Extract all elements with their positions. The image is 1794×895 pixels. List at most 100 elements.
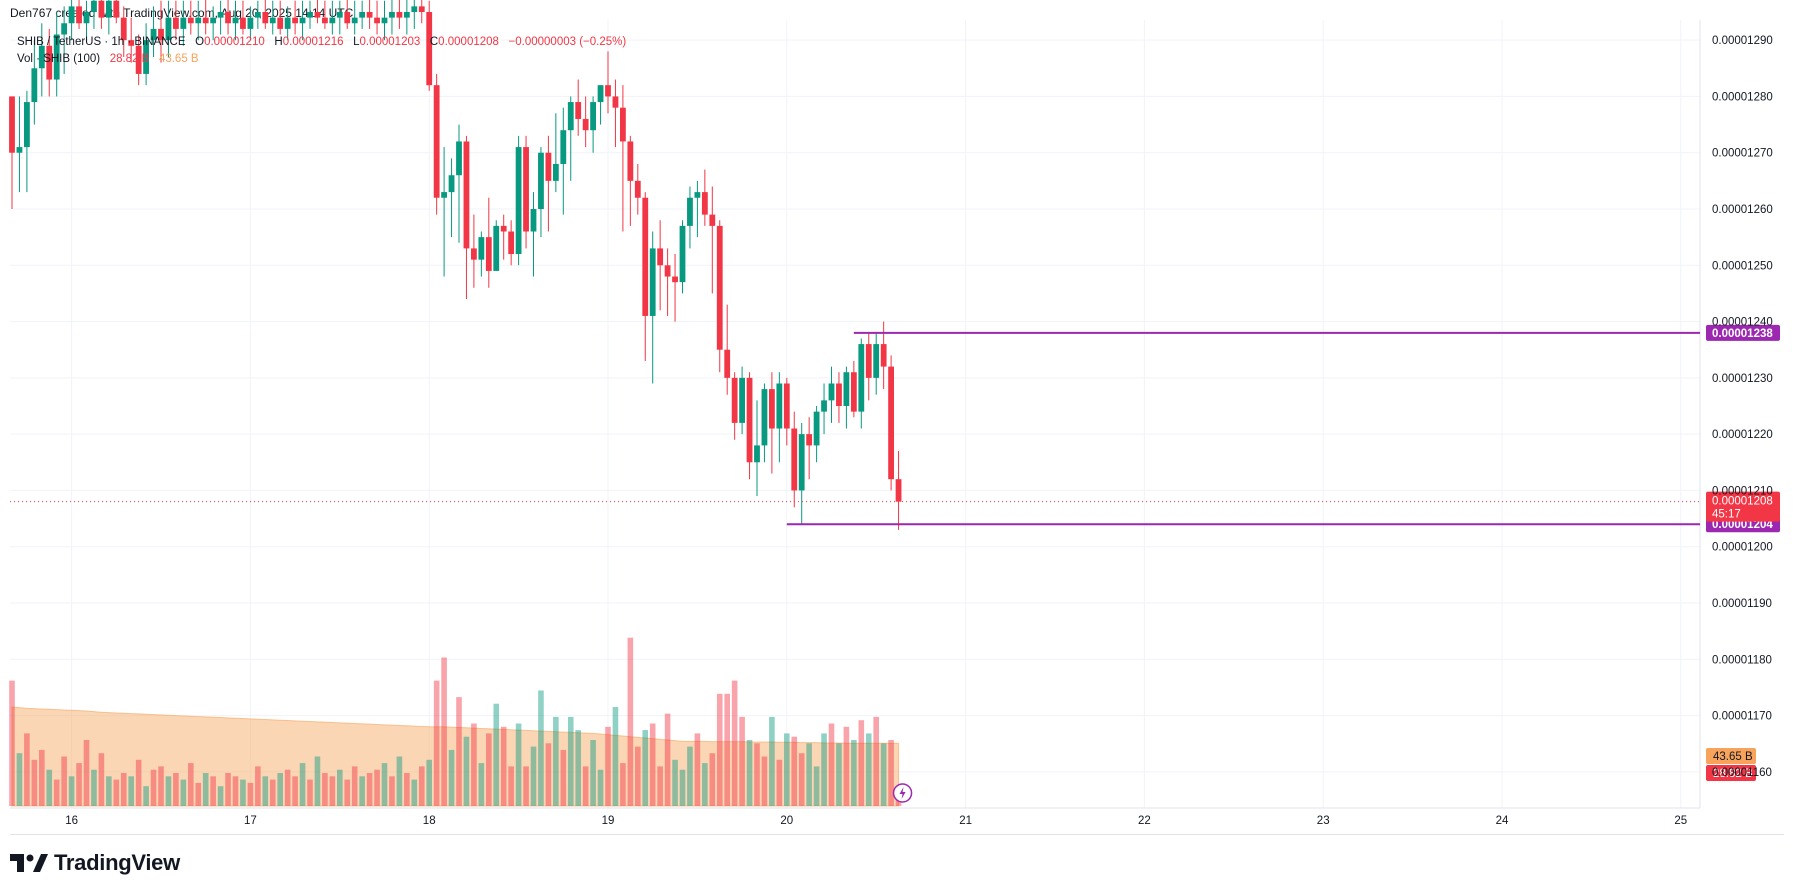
volume-bar (217, 786, 224, 806)
candle-body (500, 225, 507, 232)
volume-bar (292, 776, 298, 806)
legend-open-label: O (195, 36, 205, 48)
volume-axis-label: 43.65 B (1713, 751, 1753, 763)
volume-bar (91, 769, 97, 806)
volume-bar (337, 769, 343, 806)
candle-body (761, 389, 768, 446)
candle-body (612, 96, 619, 108)
level-price-label: 0.00001238 (1712, 328, 1773, 340)
volume-bar (605, 726, 611, 806)
candle-body (828, 383, 835, 401)
candle-body (642, 197, 649, 316)
legend-volume-row: Vol · SHIB (100) 28.82 B 43.65 B (17, 51, 626, 68)
candle-body (783, 383, 790, 429)
candle-body (389, 12, 395, 18)
volume-bar (433, 680, 440, 806)
candle-body (292, 17, 298, 24)
time-axis[interactable]: 16 17 18 19 20 21 22 23 24 25 (65, 815, 1687, 827)
volume-axis-tag (1706, 748, 1756, 764)
candle-body (336, 12, 343, 18)
level-price-tag (1706, 324, 1780, 341)
volume-bar (754, 743, 760, 806)
legend-low: 0.00001203 (359, 36, 421, 48)
price-tick-label: 0.00001220 (1712, 429, 1773, 441)
candle-body (545, 152, 552, 181)
candle-body (888, 366, 894, 480)
candle-body (187, 17, 194, 24)
volume-bar (180, 779, 187, 806)
candle-body (307, 12, 313, 18)
candle-body (441, 192, 447, 198)
candle-body (225, 12, 231, 24)
candle-body (806, 434, 813, 446)
price-axis[interactable]: 0.00001290 0.00001280 0.00001270 0.00001260… (1712, 35, 1773, 779)
legend-symbol[interactable]: SHIB / TetherUS · 1h · BINANCE (17, 36, 186, 48)
volume-bar (83, 740, 90, 806)
candle-body (597, 85, 604, 103)
volume-bar (404, 773, 410, 806)
candle-body (381, 17, 388, 24)
legend-volume-label[interactable]: Vol · SHIB (100) (17, 53, 101, 65)
legend-ohlc-row: SHIB / TetherUS · 1h · BINANCE O 0.000012… (17, 34, 626, 51)
current-price-tag (1706, 491, 1780, 522)
candle-body (672, 276, 678, 283)
candle-body (523, 147, 529, 232)
chart-grid (10, 20, 1701, 809)
candle-body (83, 12, 90, 24)
volume-bar (545, 743, 552, 806)
candle-body (68, 6, 75, 24)
tradingview-wordmark: TradingView (54, 850, 180, 875)
candle-body (135, 45, 142, 74)
legend-change: −0.00000003 (−0.25%) (508, 36, 627, 48)
candle-body (61, 23, 68, 35)
price-tick-label: 0.00001270 (1712, 148, 1773, 160)
volume-bar (582, 766, 589, 806)
volume-bar (500, 726, 507, 806)
volume-bar (106, 776, 112, 806)
candle-body (634, 180, 641, 198)
volume-bar (225, 773, 231, 806)
candle-body (895, 479, 902, 502)
candle-body (560, 130, 567, 164)
candle-body (478, 237, 485, 260)
volume-bar (642, 730, 649, 806)
candle-body (798, 434, 805, 491)
price-tick-label: 0.00001280 (1712, 91, 1773, 103)
volume-bar (426, 759, 432, 806)
current-price-label: 0.00001208 (1712, 496, 1773, 508)
volume-bar (851, 740, 857, 806)
volume-bar (381, 763, 388, 806)
candle-body (277, 17, 284, 29)
volume-bar (486, 733, 492, 806)
volume-bar (307, 779, 313, 806)
volume-bar (68, 776, 75, 806)
volume-bar (232, 776, 239, 806)
volume-bar (16, 753, 23, 806)
volume-bar (508, 766, 514, 806)
candle-body (485, 237, 492, 271)
footer-divider (10, 834, 1784, 835)
volume-bar (329, 776, 336, 806)
candle-body (98, 0, 105, 18)
price-tick-label: 0.00001290 (1712, 35, 1773, 47)
candle-body (515, 147, 522, 255)
volume-bar (262, 776, 269, 806)
level-price-label: 0.00001204 (1712, 519, 1773, 531)
volume-bar (821, 733, 827, 806)
candle-body (754, 445, 760, 463)
time-tick-label: 21 (959, 815, 972, 827)
volume-bar (269, 779, 276, 806)
volume-bar (873, 716, 879, 806)
candle-body (739, 377, 745, 423)
candle-body (351, 17, 358, 24)
volume-bar (247, 782, 254, 806)
candle-body (91, 0, 97, 13)
candle-body (180, 17, 187, 29)
candle-body (850, 372, 857, 412)
bar-countdown-label: 45:17 (1712, 509, 1741, 521)
candle-body (880, 344, 887, 367)
price-tick-label: 0.00001260 (1712, 204, 1773, 216)
volume-bar (784, 733, 790, 806)
